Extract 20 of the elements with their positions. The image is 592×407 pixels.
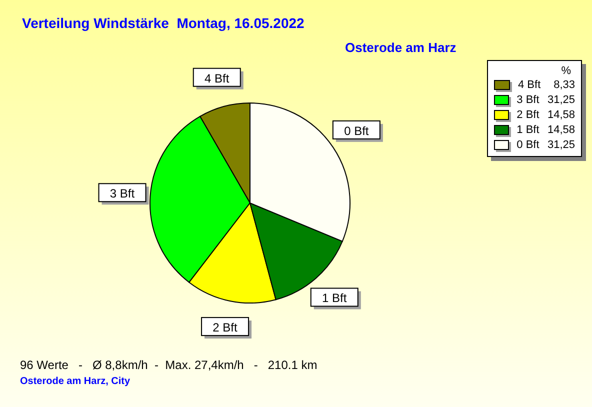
- text: Osterode am Harz, City: [20, 376, 130, 387]
- legend-label: 0 Bft: [516, 138, 540, 150]
- slice-label: 0 Bft: [344, 124, 370, 138]
- data-label: 31,25: [547, 94, 575, 106]
- chart-title: Verteilung Windstärke Montag, 16.05.2022: [22, 15, 304, 31]
- slice-label: 2 Bft: [212, 320, 238, 335]
- text: 96 Werte - Ø 8,8km/h - Max. 27,4km/h - 210.1 km: [20, 358, 318, 372]
- legend-label: 1 Bft: [516, 124, 540, 136]
- slice-label: 1 Bft: [322, 291, 348, 306]
- data-label: 14,58: [547, 108, 575, 120]
- data-label: 31,25: [547, 138, 575, 150]
- data-label: 14,58: [547, 124, 575, 136]
- chart-subtitle: Osterode am Harz: [345, 40, 456, 55]
- legend-label: 2 Bft: [516, 108, 540, 120]
- slice-label: 4 Bft: [204, 71, 230, 86]
- legend-title: %: [560, 65, 572, 77]
- data-label: 8,33: [552, 78, 575, 90]
- slice-label: 3 Bft: [110, 186, 136, 201]
- legend-label: 3 Bft: [516, 94, 540, 106]
- legend-label: 4 Bft: [518, 78, 542, 90]
